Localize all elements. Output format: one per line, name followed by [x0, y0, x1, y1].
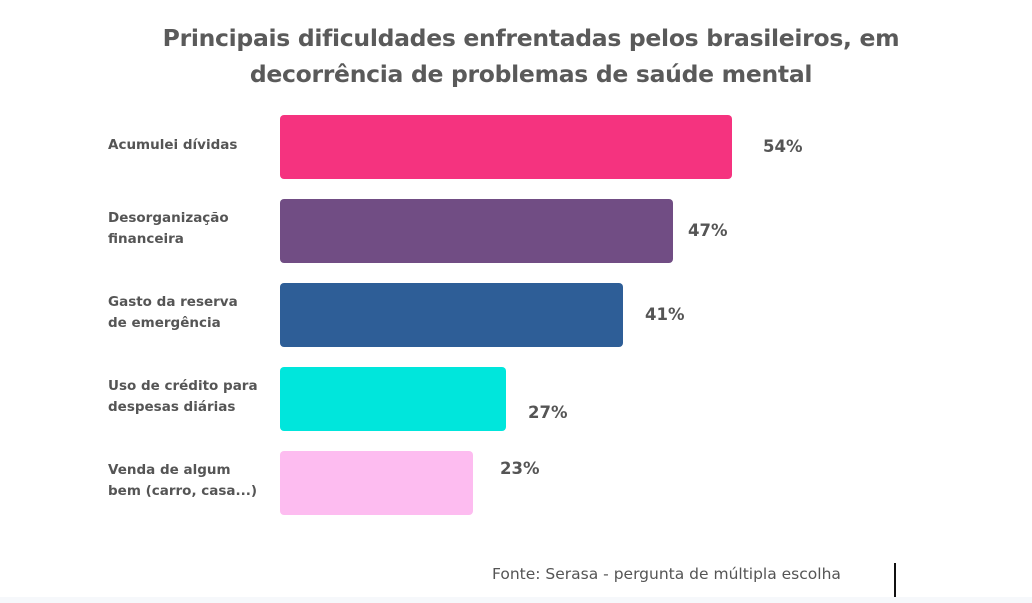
bar	[280, 367, 506, 431]
bar	[280, 199, 673, 263]
category-label-line: Venda de algum	[108, 462, 231, 478]
category-label: Uso de crédito para despesas diárias	[108, 376, 278, 418]
category-label: Gasto da reserva de emergência	[108, 292, 278, 334]
text-cursor	[894, 563, 896, 597]
chart-title: Principais dificuldades enfrentadas pelo…	[0, 20, 1032, 92]
category-label-line: Acumulei dívidas	[108, 136, 238, 153]
category-label: Acumulei dívidas	[108, 135, 278, 156]
category-label-line: Desorganização	[108, 210, 229, 226]
category-label-line: Gasto da reserva	[108, 294, 238, 310]
chart-title-line-2: decorrência de problemas de saúde mental	[249, 60, 813, 88]
bottom-strip	[0, 597, 1032, 603]
category-label-line: despesas diárias	[108, 399, 236, 415]
chart-title-line-1: Principais dificuldades enfrentadas pelo…	[162, 24, 900, 52]
bar	[280, 451, 473, 515]
value-label: 41%	[645, 305, 685, 324]
category-label-line: Uso de crédito para	[108, 378, 258, 394]
value-label: 47%	[688, 221, 728, 240]
source-note: Fonte: Serasa - pergunta de múltipla esc…	[492, 565, 841, 583]
bar	[280, 283, 623, 347]
value-label: 54%	[763, 137, 803, 156]
value-label: 23%	[500, 459, 540, 478]
value-label: 27%	[528, 403, 568, 422]
category-label: Desorganização financeira	[108, 208, 278, 250]
category-label: Venda de algum bem (carro, casa...)	[108, 460, 278, 502]
category-label-line: bem (carro, casa...)	[108, 483, 258, 499]
bar	[280, 115, 732, 179]
category-label-line: de emergência	[108, 315, 221, 331]
category-label-line: financeira	[108, 231, 184, 247]
